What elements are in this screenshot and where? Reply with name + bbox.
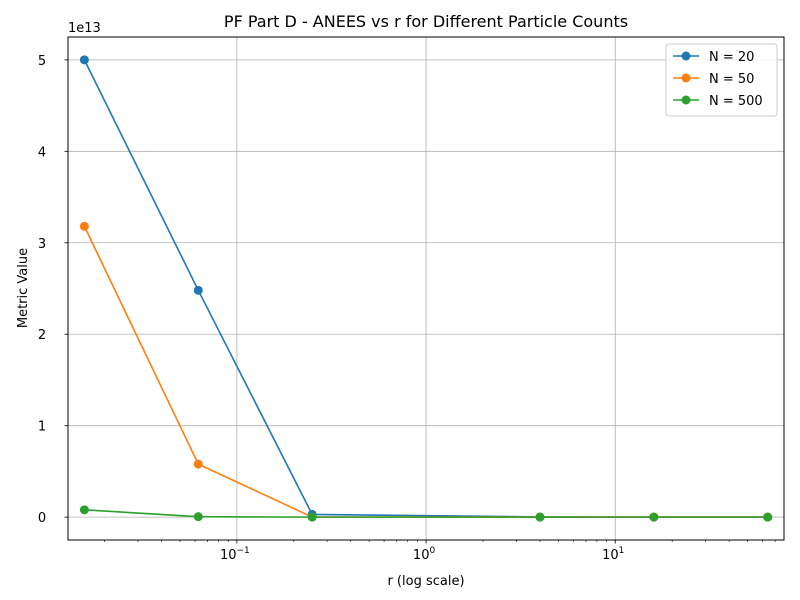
legend-label: N = 50 [709, 72, 754, 87]
data-point [193, 459, 203, 469]
x-tick-label: 100 [413, 546, 436, 563]
data-point [649, 512, 659, 522]
y-tick-label: 5 [38, 54, 46, 69]
data-point [307, 512, 317, 522]
data-point [79, 55, 89, 65]
data-point [79, 221, 89, 231]
y-tick-label: 1 [38, 420, 46, 435]
grid [68, 37, 784, 540]
series-line-3 [84, 509, 768, 518]
x-axis-ticks: 10−1 100 101 [220, 540, 624, 563]
legend-label: N = 500 [709, 94, 763, 109]
x-tick-label: 101 [602, 546, 624, 563]
y-tick-label: 4 [38, 145, 46, 160]
x-tick-label: 10−1 [220, 546, 250, 563]
minor-ticks [104, 540, 776, 542]
chart-title: PF Part D - ANEES vs r for Different Par… [224, 12, 628, 31]
y-tick-label: 3 [38, 237, 46, 252]
data-point [193, 512, 203, 522]
series-layer [79, 55, 773, 522]
y-axis-label: Metric Value [16, 248, 31, 328]
legend-marker [681, 95, 691, 105]
legend-marker [681, 51, 691, 61]
y-axis-offset-label: 1e13 [68, 21, 101, 36]
legend-marker [681, 73, 691, 83]
data-point [193, 285, 203, 295]
y-axis-ticks: 0 1 2 3 4 5 [38, 54, 68, 526]
legend: N = 20 N = 50 N = 500 [665, 43, 778, 117]
data-point [535, 512, 545, 522]
plot-frame [67, 36, 785, 541]
legend-box [665, 43, 778, 117]
x-axis-label: r (log scale) [387, 574, 464, 589]
y-tick-label: 2 [38, 328, 46, 343]
legend-label: N = 20 [709, 50, 754, 65]
y-tick-label: 0 [38, 511, 46, 526]
data-point [79, 505, 89, 515]
data-point [763, 512, 773, 522]
